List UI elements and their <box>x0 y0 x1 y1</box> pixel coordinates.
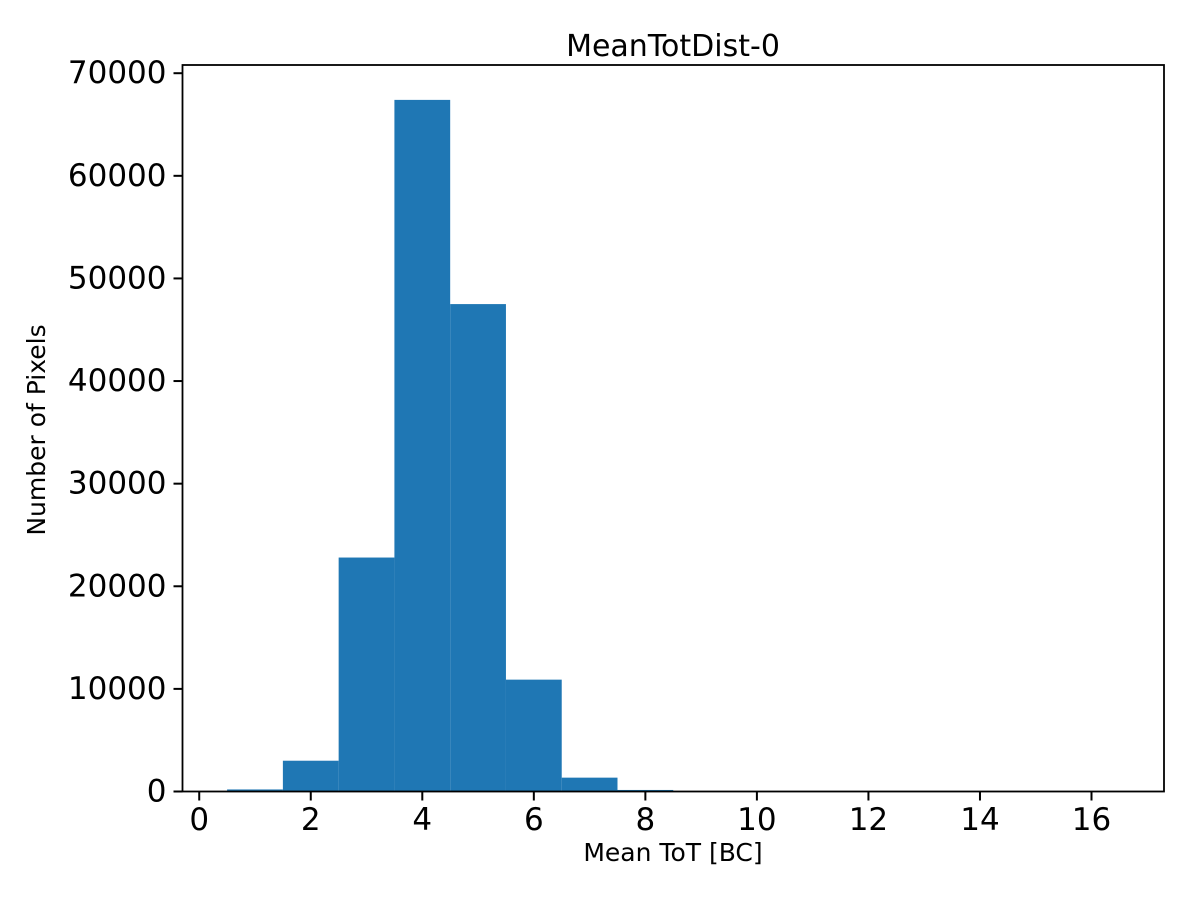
y-tick-label: 30000 <box>68 466 167 502</box>
y-tick-label: 50000 <box>68 260 167 296</box>
y-tick-label: 40000 <box>68 363 167 399</box>
x-tick-label: 4 <box>412 802 432 838</box>
x-tick-label: 2 <box>301 802 321 838</box>
x-tick-label: 6 <box>524 802 544 838</box>
histogram-bar <box>338 557 395 792</box>
histogram-bar <box>227 789 283 792</box>
bars-layer <box>227 99 674 792</box>
y-tick-label: 70000 <box>68 55 167 91</box>
y-axis-label: Number of Pixels <box>22 324 51 535</box>
x-tick-label: 10 <box>737 802 776 838</box>
y-tick-label: 60000 <box>68 158 167 194</box>
axes-layer: 0 2 4 6 8 10 12 14 16 0 10000 20000 30000 40000 50000 6… <box>68 55 1165 838</box>
y-tick-label: 10000 <box>68 671 167 707</box>
x-tick-label: 14 <box>960 802 999 838</box>
y-tick-label: 20000 <box>68 568 167 604</box>
histogram-bar <box>282 760 339 792</box>
y-tick-label: 0 <box>147 774 167 810</box>
x-tick-label: 12 <box>849 802 888 838</box>
x-tick-label: 0 <box>189 802 209 838</box>
axes-frame <box>181 64 1165 793</box>
histogram-bar <box>450 304 506 792</box>
histogram-bar <box>394 99 451 792</box>
histogram-bar <box>505 679 562 792</box>
x-axis-label: Mean ToT [BC] <box>583 838 762 867</box>
histogram-bar <box>561 777 618 792</box>
x-tick-label: 8 <box>635 802 655 838</box>
chart-title: MeanTotDist-0 <box>566 29 780 64</box>
x-tick-label: 16 <box>1072 802 1111 838</box>
